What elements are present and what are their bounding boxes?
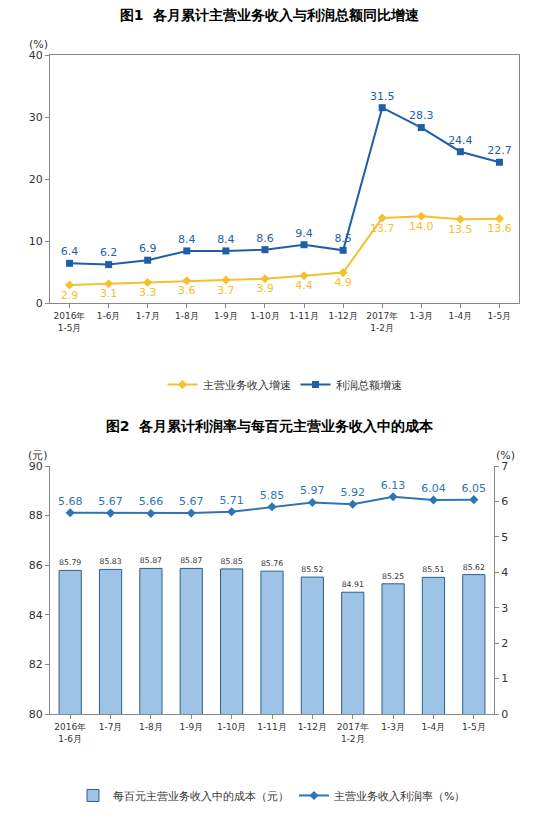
- svg-text:85.52: 85.52: [301, 565, 323, 574]
- svg-text:8.4: 8.4: [217, 233, 235, 246]
- svg-text:85.51: 85.51: [422, 565, 444, 574]
- svg-text:2016年1-6月: 2016年1-6月: [54, 722, 86, 744]
- svg-text:6.04: 6.04: [421, 482, 446, 495]
- svg-text:13.5: 13.5: [448, 223, 473, 236]
- svg-text:5.85: 5.85: [260, 489, 285, 502]
- svg-text:4.9: 4.9: [334, 276, 352, 289]
- svg-text:84.91: 84.91: [342, 580, 364, 589]
- svg-text:1-10月: 1-10月: [217, 722, 246, 732]
- svg-text:4.4: 4.4: [295, 279, 313, 292]
- svg-text:4: 4: [501, 566, 508, 579]
- svg-text:图1 各月累计主营业务收入与利润总额同比增速: 图1 各月累计主营业务收入与利润总额同比增速: [120, 7, 420, 23]
- svg-text:31.5: 31.5: [370, 90, 395, 103]
- svg-text:利润总额增速: 利润总额增速: [336, 379, 402, 392]
- svg-text:40: 40: [29, 49, 43, 62]
- svg-text:85.62: 85.62: [463, 563, 485, 572]
- svg-text:6.05: 6.05: [462, 482, 487, 495]
- svg-text:5: 5: [501, 531, 508, 544]
- svg-text:(%): (%): [29, 38, 48, 51]
- svg-text:2017年1-2月: 2017年1-2月: [366, 311, 398, 333]
- svg-text:1-4月: 1-4月: [449, 311, 473, 321]
- svg-text:1-11月: 1-11月: [289, 311, 318, 321]
- svg-text:7: 7: [501, 460, 508, 473]
- svg-text:3.7: 3.7: [217, 284, 235, 297]
- svg-text:1-5月: 1-5月: [488, 311, 512, 321]
- svg-text:3.1: 3.1: [100, 287, 118, 300]
- svg-text:5.66: 5.66: [139, 495, 164, 508]
- svg-text:2017年1-2月: 2017年1-2月: [337, 722, 369, 744]
- svg-text:0: 0: [36, 297, 43, 310]
- svg-text:86: 86: [29, 559, 43, 572]
- svg-text:5.67: 5.67: [179, 495, 204, 508]
- svg-text:1-8月: 1-8月: [175, 311, 199, 321]
- svg-text:13.6: 13.6: [487, 222, 512, 235]
- svg-text:1-4月: 1-4月: [422, 722, 446, 732]
- svg-text:85.87: 85.87: [140, 556, 162, 565]
- svg-text:5.68: 5.68: [58, 495, 83, 508]
- svg-text:3.3: 3.3: [139, 286, 157, 299]
- svg-text:8.5: 8.5: [334, 232, 352, 245]
- svg-text:5.97: 5.97: [300, 484, 325, 497]
- svg-text:20: 20: [29, 173, 43, 186]
- svg-text:(元): (元): [28, 449, 48, 462]
- svg-text:1-9月: 1-9月: [179, 722, 203, 732]
- svg-text:1-11月: 1-11月: [257, 722, 286, 732]
- svg-text:24.4: 24.4: [448, 134, 473, 147]
- svg-text:14.0: 14.0: [409, 220, 434, 233]
- svg-text:1-7月: 1-7月: [136, 311, 160, 321]
- svg-text:85.87: 85.87: [180, 556, 202, 565]
- svg-text:2.9: 2.9: [61, 289, 79, 302]
- svg-text:6.4: 6.4: [61, 245, 79, 258]
- svg-text:每百元主营业务收入中的成本（元）: 每百元主营业务收入中的成本（元）: [113, 790, 289, 803]
- svg-text:1-12月: 1-12月: [298, 722, 327, 732]
- svg-text:1-12月: 1-12月: [328, 311, 357, 321]
- svg-text:1-6月: 1-6月: [97, 311, 121, 321]
- svg-text:90: 90: [29, 460, 43, 473]
- svg-text:22.7: 22.7: [487, 144, 512, 157]
- svg-text:3.9: 3.9: [256, 282, 274, 295]
- svg-text:28.3: 28.3: [409, 109, 434, 122]
- svg-text:8.6: 8.6: [256, 232, 274, 245]
- svg-text:1-10月: 1-10月: [250, 311, 279, 321]
- svg-text:88: 88: [29, 509, 43, 522]
- svg-text:85.25: 85.25: [382, 572, 404, 581]
- svg-text:13.7: 13.7: [370, 222, 395, 235]
- svg-text:85.76: 85.76: [261, 559, 283, 568]
- svg-text:10: 10: [29, 235, 43, 248]
- svg-text:5.92: 5.92: [340, 486, 365, 499]
- svg-text:8.4: 8.4: [178, 233, 196, 246]
- svg-text:0: 0: [501, 708, 508, 721]
- svg-text:3: 3: [501, 602, 508, 615]
- svg-text:6: 6: [501, 495, 508, 508]
- svg-text:6.9: 6.9: [139, 242, 157, 255]
- svg-text:1-5月: 1-5月: [462, 722, 486, 732]
- svg-text:1: 1: [501, 672, 508, 685]
- svg-text:80: 80: [29, 708, 43, 721]
- svg-text:9.4: 9.4: [295, 227, 313, 240]
- svg-text:1-7月: 1-7月: [99, 722, 123, 732]
- svg-text:30: 30: [29, 111, 43, 124]
- svg-text:2016年1-5月: 2016年1-5月: [54, 311, 86, 333]
- svg-text:主营业务收入利润率（%）: 主营业务收入利润率（%）: [334, 790, 465, 803]
- svg-text:5.71: 5.71: [219, 494, 244, 507]
- svg-text:主营业务收入增速: 主营业务收入增速: [203, 379, 291, 392]
- svg-text:1-3月: 1-3月: [381, 722, 405, 732]
- svg-text:6.2: 6.2: [100, 246, 118, 259]
- svg-text:5.67: 5.67: [98, 495, 123, 508]
- svg-text:85.85: 85.85: [221, 557, 243, 566]
- svg-text:3.6: 3.6: [178, 284, 196, 297]
- svg-text:1-8月: 1-8月: [139, 722, 163, 732]
- svg-text:(%): (%): [496, 449, 515, 462]
- svg-text:85.83: 85.83: [99, 557, 121, 566]
- svg-text:6.13: 6.13: [381, 479, 406, 492]
- svg-text:1-9月: 1-9月: [214, 311, 238, 321]
- svg-text:图2 各月累计利润率与每百元主营业务收入中的成本: 图2 各月累计利润率与每百元主营业务收入中的成本: [106, 418, 434, 434]
- svg-text:2: 2: [501, 637, 508, 650]
- svg-text:1-3月: 1-3月: [409, 311, 433, 321]
- svg-text:85.79: 85.79: [59, 558, 81, 567]
- svg-text:84: 84: [29, 609, 43, 622]
- svg-text:82: 82: [29, 658, 43, 671]
